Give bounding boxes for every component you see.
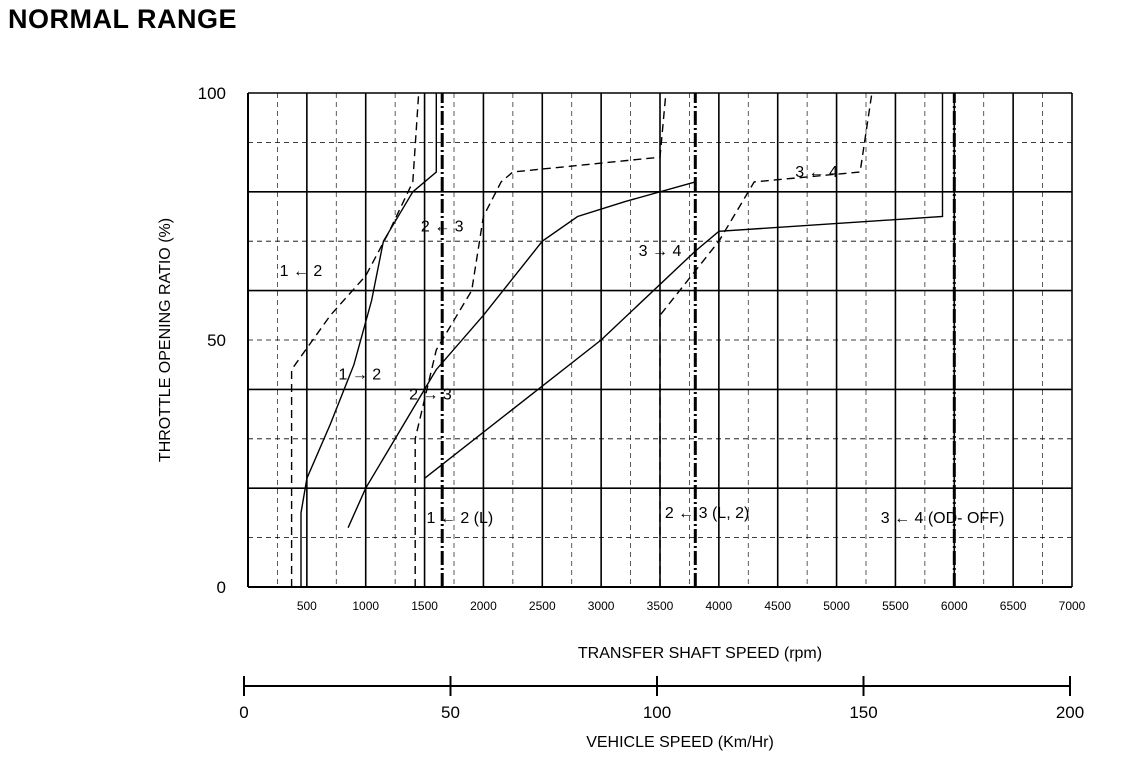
x-tick-label: 7000 — [1059, 599, 1086, 613]
x-tick-label: 2500 — [529, 599, 556, 613]
x-tick-label: 5000 — [823, 599, 850, 613]
annotations-group: 1 ← 2 1 → 2 2 ← 3 2 → 3 3 → 4 3 ← 4 1 ← 2 (L) 2… — [280, 164, 1005, 527]
annotation-label: 1 ← 2 (L) — [427, 510, 494, 527]
secondary-tick-label: 150 — [849, 703, 877, 722]
annotation-label: 3 ← 4 (OD- OFF) — [881, 510, 1005, 527]
x-tick-label: 4500 — [764, 599, 791, 613]
secondary-tick-label: 100 — [643, 703, 671, 722]
x-tick-label: 3000 — [588, 599, 615, 613]
series-line — [659, 92, 873, 587]
secondary-tick-label: 200 — [1056, 703, 1084, 722]
x-tick-label: 4000 — [706, 599, 733, 613]
x-tick-label: 3500 — [647, 599, 674, 613]
annotation-label: 2 ← 3 (L, 2) — [665, 505, 749, 522]
page-title: NORMAL RANGE — [8, 4, 238, 34]
secondary-tick-label: 0 — [239, 703, 248, 722]
y-tick-label: 50 — [207, 331, 226, 350]
axis-ticks: 500 1000 1500 2000 2500 3000 3500 4000 4500 5000 5… — [198, 84, 1086, 613]
annotation-label: 1 → 2 — [338, 367, 381, 384]
series-line — [300, 93, 437, 587]
annotation-label: 3 → 4 — [639, 243, 682, 260]
x-tick-label: 500 — [297, 599, 317, 613]
x-tick-label: 1500 — [411, 599, 438, 613]
annotation-label: 3 ← 4 — [795, 164, 838, 181]
y-tick-label: 100 — [198, 84, 226, 103]
x-tick-label: 2000 — [470, 599, 497, 613]
series-line — [424, 93, 944, 479]
x-tick-label: 6000 — [941, 599, 968, 613]
grid — [247, 92, 1073, 588]
x-tick-label: 6500 — [1000, 599, 1027, 613]
annotation-label: 1 ← 2 — [280, 263, 323, 280]
series-group — [290, 92, 956, 587]
annotation-label: 2 ← 3 — [421, 218, 464, 235]
y-tick-label: 0 — [217, 578, 226, 597]
series-line — [414, 92, 667, 587]
secondary-axis-label: VEHICLE SPEED (Km/Hr) — [586, 734, 774, 751]
y-axis-label: THROTTLE OPENING RATIO (%) — [157, 218, 174, 462]
series-line — [347, 181, 696, 528]
secondary-tick-label: 50 — [441, 703, 460, 722]
vehicle-speed-axis: 0 50 100 150 200 — [239, 676, 1084, 722]
annotation-label: 2 → 3 — [409, 386, 452, 403]
x-tick-label: 5500 — [882, 599, 909, 613]
series-line — [290, 92, 420, 587]
x-axis-label: TRANSFER SHAFT SPEED (rpm) — [578, 645, 822, 662]
x-tick-label: 1000 — [352, 599, 379, 613]
